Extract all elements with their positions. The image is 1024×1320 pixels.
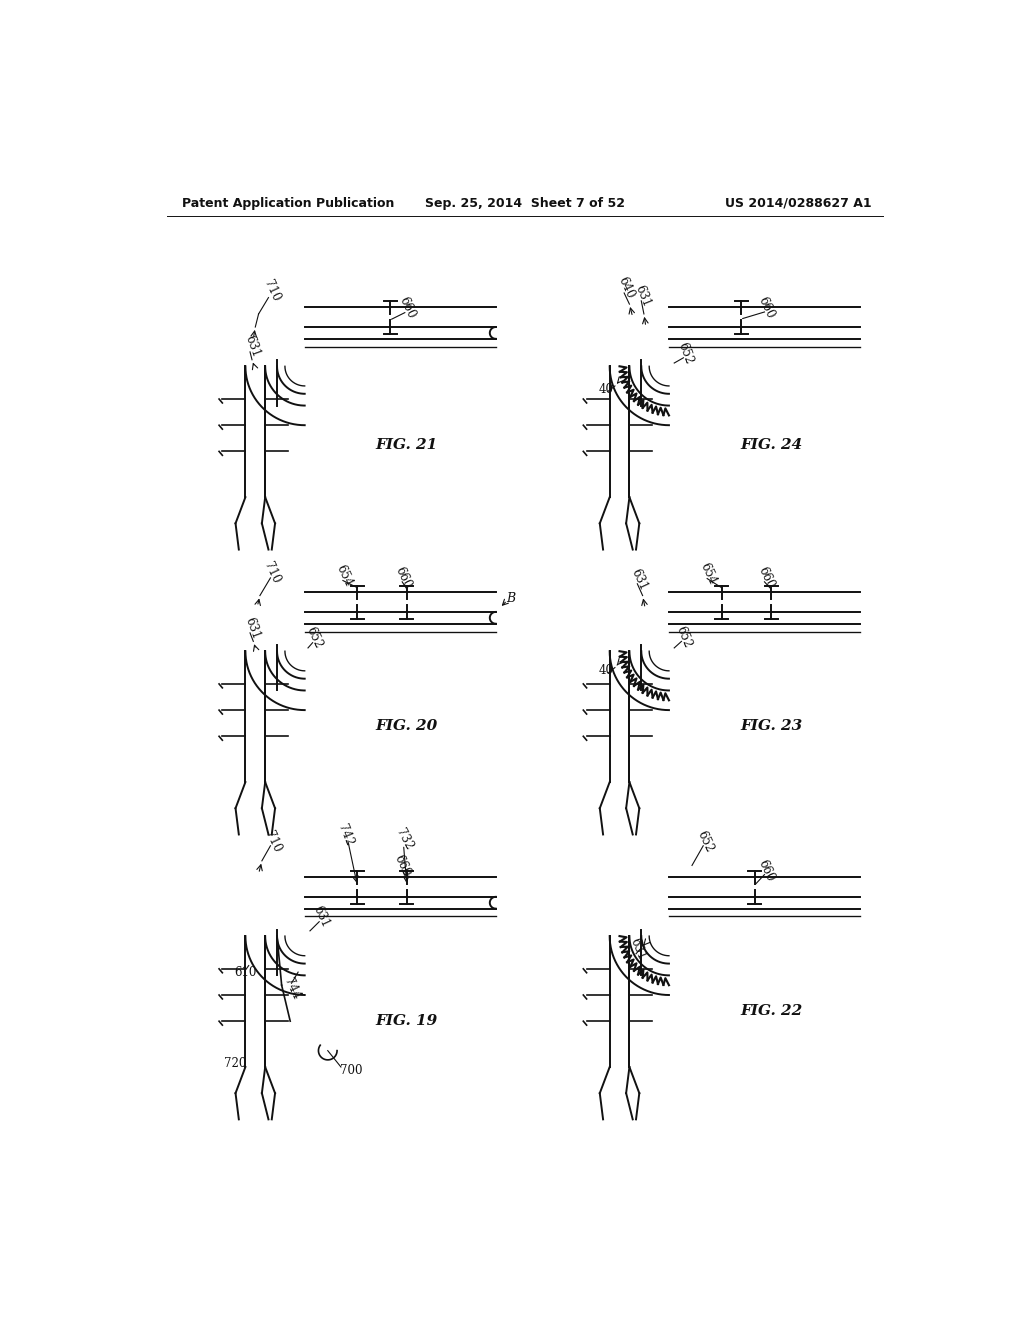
Text: 660: 660 (396, 294, 418, 321)
Text: 652: 652 (304, 626, 326, 651)
Text: 631: 631 (629, 566, 650, 593)
Text: 744: 744 (281, 975, 302, 1002)
Text: Patent Application Publication: Patent Application Publication (182, 197, 394, 210)
Text: 660: 660 (393, 565, 414, 591)
Text: 660: 660 (756, 858, 777, 883)
Text: 40: 40 (599, 383, 613, 396)
Text: 40: 40 (599, 664, 613, 677)
Text: 654: 654 (697, 561, 719, 587)
Text: FIG. 21: FIG. 21 (376, 438, 438, 451)
Text: 710: 710 (261, 279, 283, 304)
Text: FIG. 19: FIG. 19 (376, 1014, 438, 1028)
Text: 700: 700 (340, 1064, 362, 1077)
Text: 652: 652 (673, 624, 693, 649)
Text: 652: 652 (676, 341, 695, 366)
Text: 631: 631 (242, 615, 262, 642)
Text: 610: 610 (234, 966, 257, 978)
Text: FIG. 23: FIG. 23 (740, 719, 802, 734)
Text: 631: 631 (242, 334, 262, 359)
Text: FIG. 20: FIG. 20 (376, 719, 438, 734)
Text: 710: 710 (261, 560, 283, 586)
Text: FIG. 24: FIG. 24 (740, 438, 802, 451)
Text: 732: 732 (394, 826, 416, 853)
Text: 631: 631 (627, 936, 647, 962)
Text: B: B (507, 593, 516, 606)
Text: 654: 654 (334, 564, 355, 589)
Text: 660: 660 (756, 565, 777, 591)
Text: 631: 631 (633, 282, 653, 309)
Text: Sep. 25, 2014  Sheet 7 of 52: Sep. 25, 2014 Sheet 7 of 52 (425, 197, 625, 210)
Text: 631: 631 (310, 904, 332, 929)
Text: US 2014/0288627 A1: US 2014/0288627 A1 (725, 197, 872, 210)
Text: FIG. 22: FIG. 22 (740, 1005, 802, 1018)
Text: 652: 652 (694, 829, 716, 854)
Text: 660: 660 (391, 853, 413, 878)
Text: 660: 660 (756, 294, 777, 321)
Text: 742: 742 (335, 822, 355, 847)
Text: 720: 720 (224, 1057, 247, 1071)
Text: 710: 710 (262, 829, 284, 854)
Text: 640: 640 (615, 275, 637, 301)
